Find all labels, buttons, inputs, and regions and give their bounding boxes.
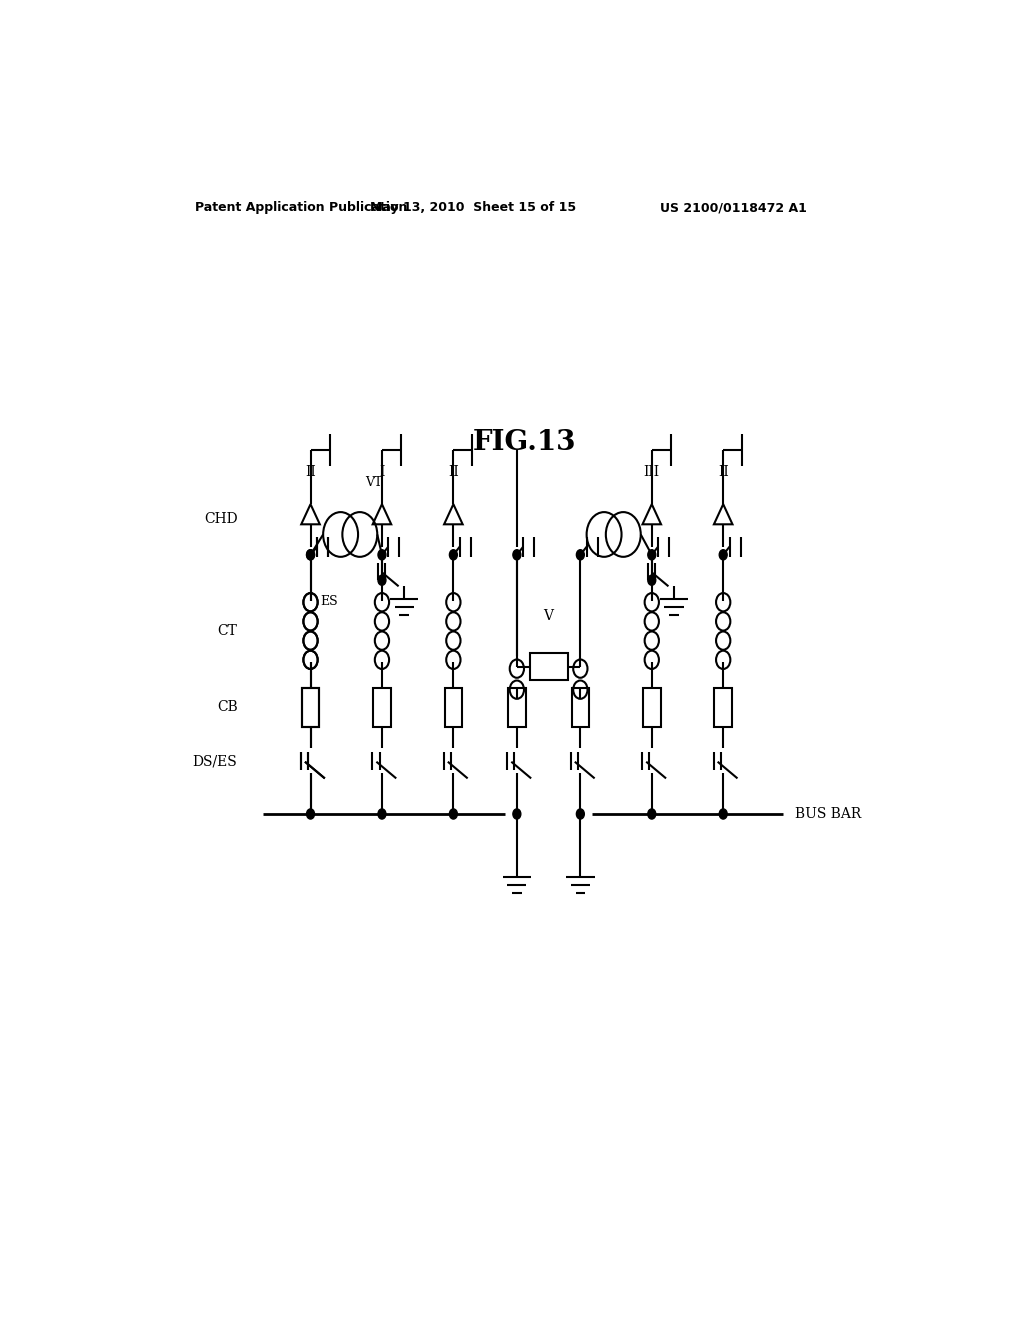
Bar xyxy=(373,688,391,726)
Bar xyxy=(508,688,525,726)
Text: ES: ES xyxy=(321,595,338,609)
Circle shape xyxy=(513,809,521,818)
Bar xyxy=(571,688,589,726)
Bar xyxy=(302,688,319,726)
Circle shape xyxy=(306,549,314,560)
Text: II: II xyxy=(449,465,459,479)
Text: III: III xyxy=(644,465,659,479)
Circle shape xyxy=(719,809,727,818)
Circle shape xyxy=(648,549,655,560)
Circle shape xyxy=(648,809,655,818)
Text: CT: CT xyxy=(218,624,238,638)
Circle shape xyxy=(378,809,386,818)
Circle shape xyxy=(577,549,585,560)
Text: CHD: CHD xyxy=(204,512,238,527)
Bar xyxy=(643,688,660,726)
Bar xyxy=(444,688,462,726)
Text: CB: CB xyxy=(217,700,238,714)
Text: I: I xyxy=(379,465,385,479)
Text: VT: VT xyxy=(366,475,383,488)
Circle shape xyxy=(577,809,585,818)
Circle shape xyxy=(719,549,727,560)
Circle shape xyxy=(378,576,386,585)
Bar xyxy=(302,688,319,726)
Circle shape xyxy=(513,549,521,560)
Circle shape xyxy=(450,549,458,560)
Bar xyxy=(529,653,567,680)
Circle shape xyxy=(378,549,386,560)
Text: US 2100/0118472 A1: US 2100/0118472 A1 xyxy=(659,201,807,214)
Circle shape xyxy=(306,809,314,818)
Text: II: II xyxy=(305,465,315,479)
Text: II: II xyxy=(718,465,728,479)
Circle shape xyxy=(648,576,655,585)
Bar xyxy=(715,688,732,726)
Text: BUS BAR: BUS BAR xyxy=(795,807,861,821)
Text: DS/ES: DS/ES xyxy=(193,754,238,768)
Text: May 13, 2010  Sheet 15 of 15: May 13, 2010 Sheet 15 of 15 xyxy=(370,201,577,214)
Text: Patent Application Publication: Patent Application Publication xyxy=(196,201,408,214)
Text: V: V xyxy=(544,609,554,623)
Circle shape xyxy=(306,549,314,560)
Circle shape xyxy=(450,809,458,818)
Text: FIG.13: FIG.13 xyxy=(473,429,577,457)
